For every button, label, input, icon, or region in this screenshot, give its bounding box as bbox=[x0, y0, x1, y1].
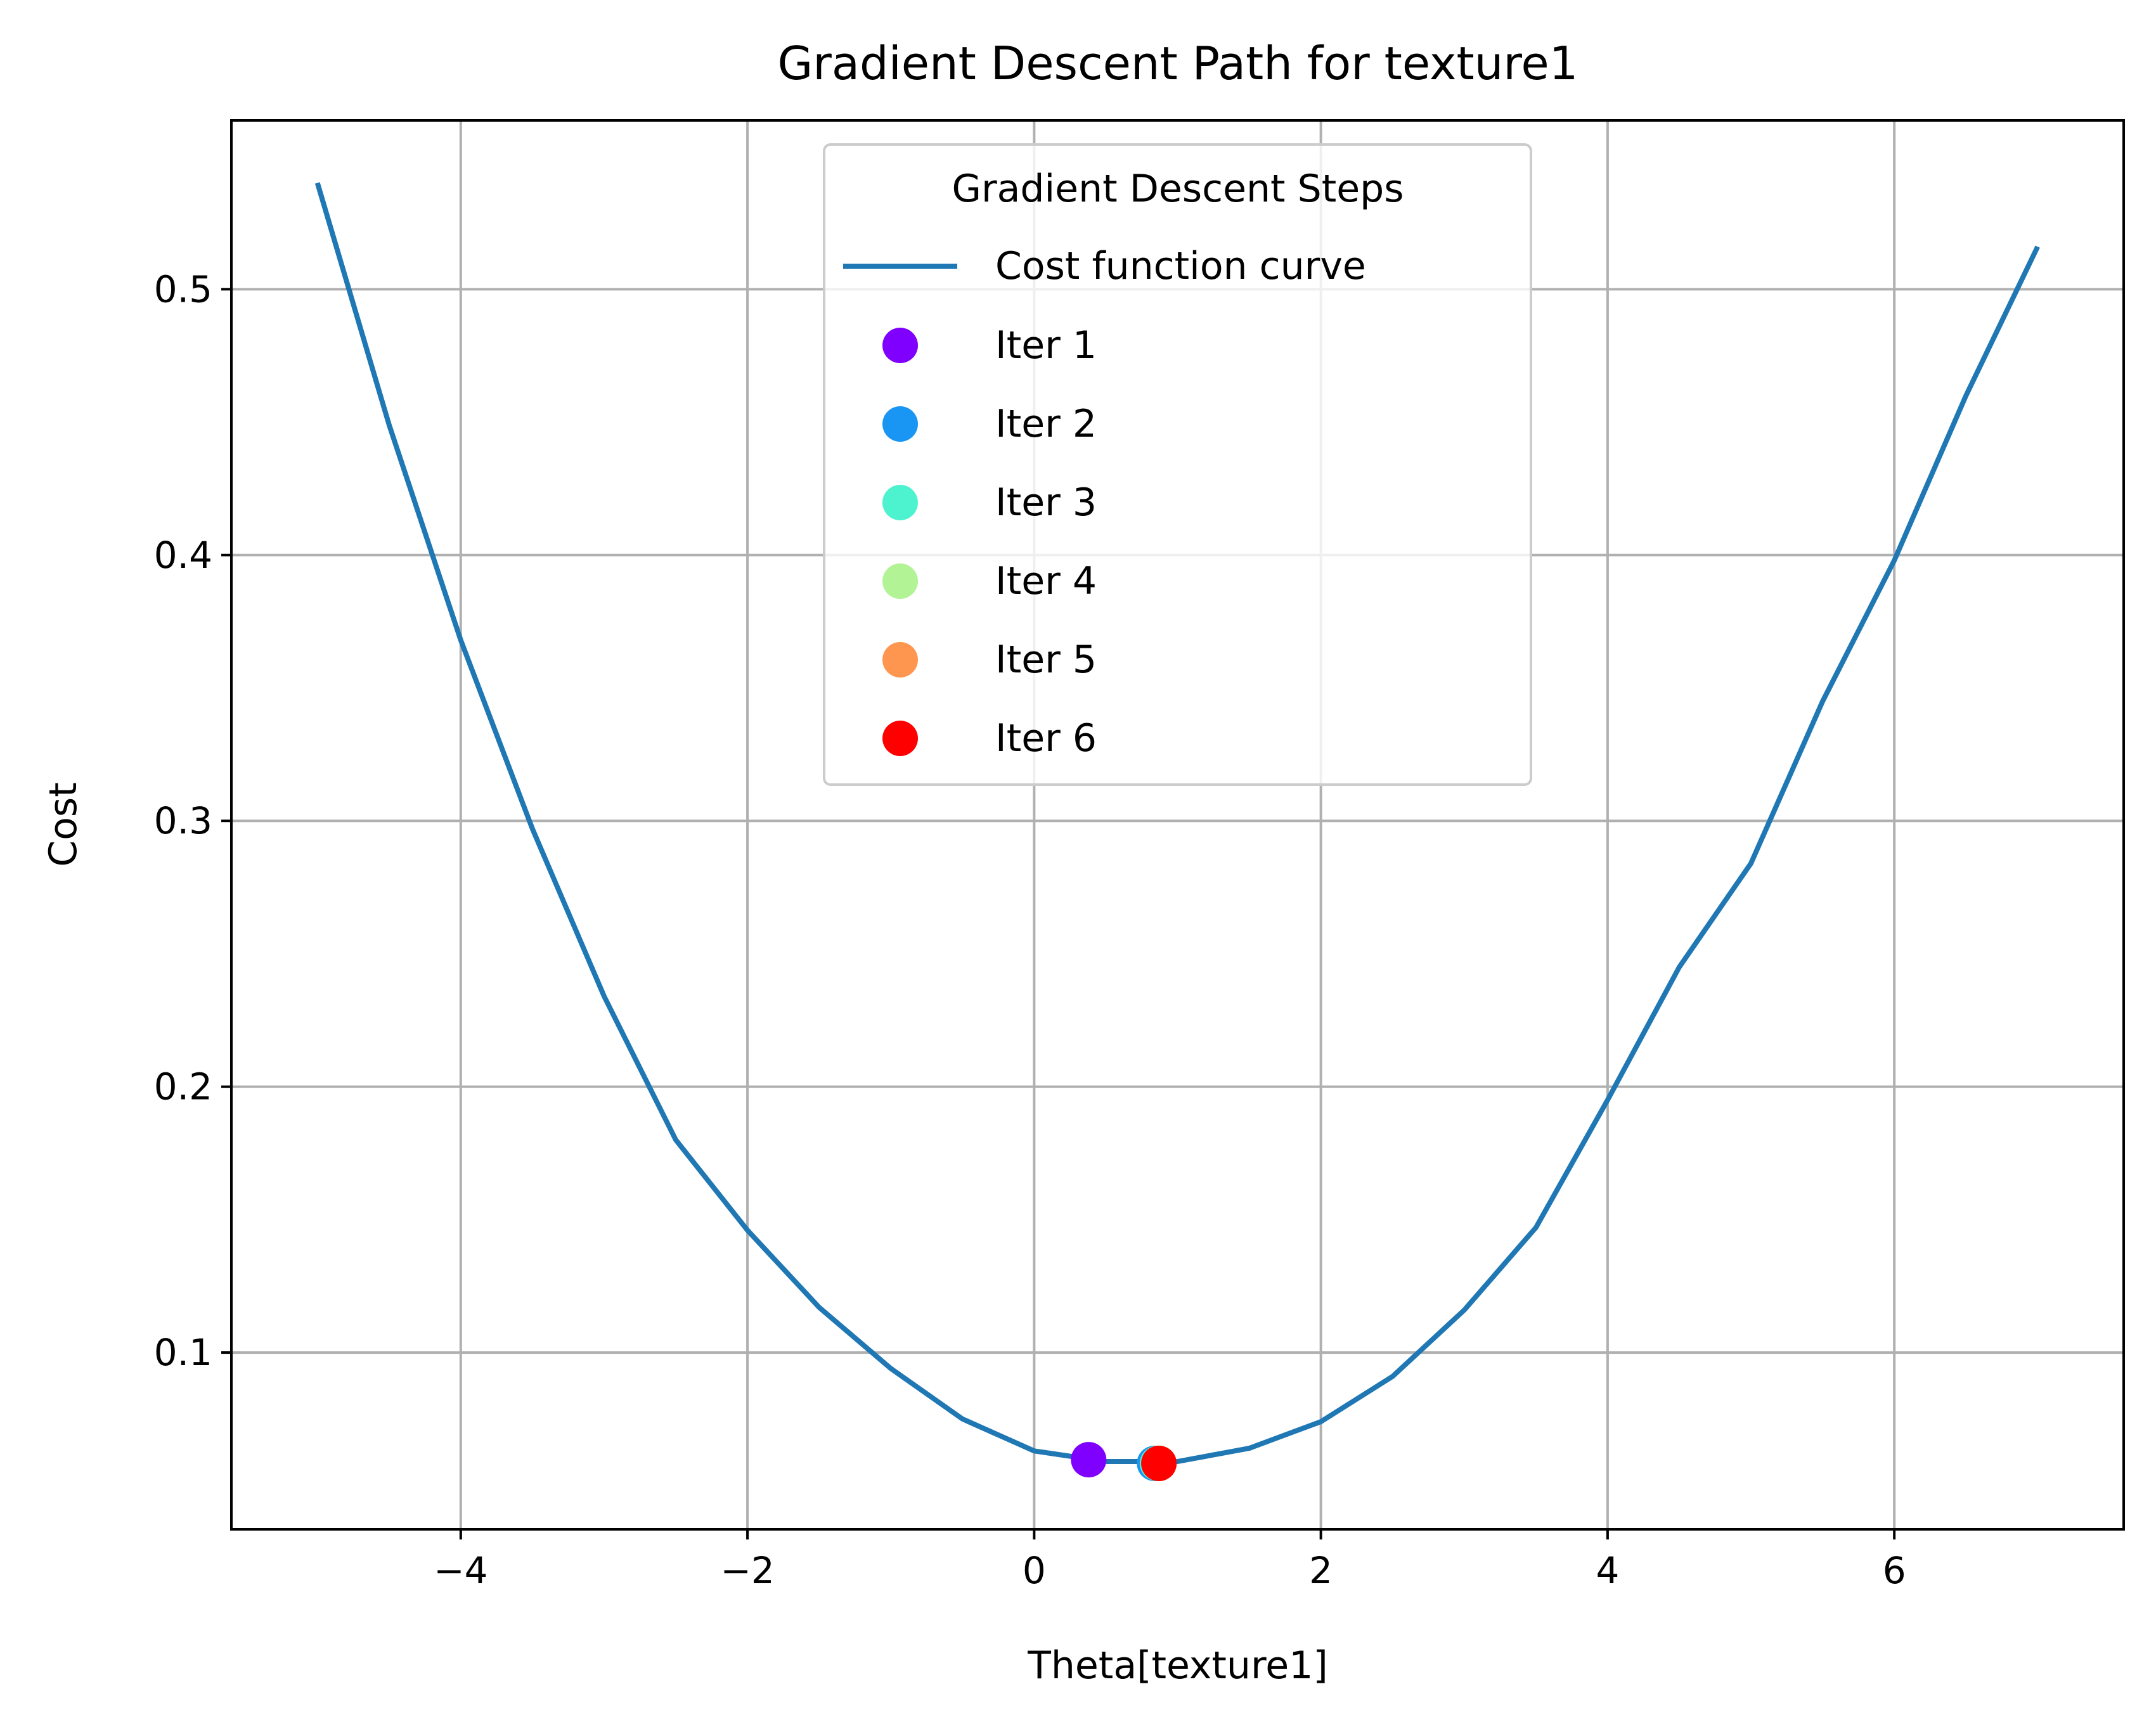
legend-marker-iter-3 bbox=[882, 485, 918, 520]
iter-1-point bbox=[1071, 1442, 1107, 1478]
x-tick-label: 0 bbox=[1023, 1549, 1046, 1592]
cost-function-curve bbox=[314, 182, 2040, 1464]
legend-marker-iter-5 bbox=[882, 642, 918, 678]
y-tick-label: 0.4 bbox=[154, 534, 212, 577]
axes-frame bbox=[230, 119, 2125, 1531]
x-axis-label: Theta[texture1] bbox=[1027, 1643, 1328, 1688]
legend-marker-iter-6 bbox=[882, 721, 918, 756]
legend-label-iter-3: Iter 3 bbox=[995, 480, 1097, 525]
legend-title: Gradient Descent Steps bbox=[952, 167, 1404, 211]
x-tick-label: 6 bbox=[1883, 1549, 1906, 1592]
iteration-points-layer bbox=[1071, 1442, 1177, 1481]
chart-title: Gradient Descent Path for texture1 bbox=[778, 37, 1578, 90]
x-tick-label: −4 bbox=[434, 1549, 488, 1592]
y-tick-label: 0.1 bbox=[154, 1331, 212, 1374]
legend-label-iter-2: Iter 2 bbox=[995, 402, 1097, 446]
x-tick-label: −2 bbox=[720, 1549, 775, 1592]
y-tick-label: 0.2 bbox=[154, 1065, 212, 1108]
y-axis-label: Cost bbox=[41, 782, 86, 866]
legend-marker-iter-1 bbox=[882, 328, 918, 363]
legend-label-iter-6: Iter 6 bbox=[995, 716, 1097, 761]
y-tick-label: 0.3 bbox=[154, 799, 212, 842]
legend-label-iter-4: Iter 4 bbox=[995, 559, 1097, 603]
iter-6-point bbox=[1141, 1445, 1177, 1481]
y-tick-label: 0.5 bbox=[154, 267, 212, 311]
legend-box bbox=[823, 143, 1532, 786]
legend-marker-iter-4 bbox=[882, 563, 918, 599]
legend-marker-iter-2 bbox=[882, 406, 918, 442]
cost-curve-layer bbox=[314, 182, 2040, 1464]
legend-label-cost-curve: Cost function curve bbox=[995, 244, 1366, 288]
ticks: −4 −2 0 2 4 6 0.1 0.2 0.3 0.4 0.5 bbox=[154, 267, 1906, 1592]
legend-label-iter-5: Iter 5 bbox=[995, 638, 1097, 682]
x-tick-label: 4 bbox=[1596, 1549, 1619, 1592]
x-tick-label: 2 bbox=[1309, 1549, 1333, 1592]
legend: Gradient Descent Steps Cost function cur… bbox=[823, 143, 1532, 786]
legend-label-iter-1: Iter 1 bbox=[995, 323, 1097, 368]
